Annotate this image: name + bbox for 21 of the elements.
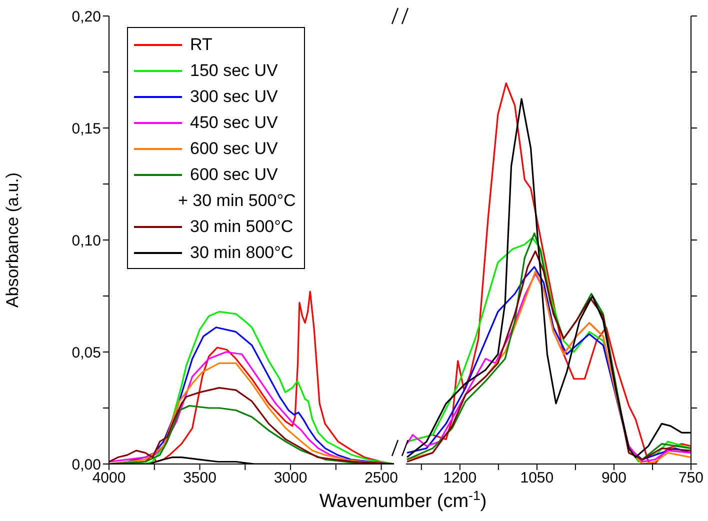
legend-label: RT <box>190 34 212 56</box>
legend-label: 600 sec UV + 30 min 500°C <box>178 164 296 212</box>
x-tick-label: 2500 <box>364 470 398 487</box>
x-tick-label: 750 <box>678 470 704 487</box>
y-tick-label: 0,05 <box>72 344 101 362</box>
x-tick-label: 900 <box>601 470 626 487</box>
x-axis-title: Wavenumber (cm$^{-1}$) <box>319 488 487 512</box>
legend-label: 450 sec UV <box>190 112 278 134</box>
legend-label: 300 sec UV <box>190 86 278 108</box>
legend-label: 600 sec UV <box>190 138 278 160</box>
legend-label: 30 min 500°C <box>190 216 294 238</box>
x-tick-label: 1050 <box>520 470 554 487</box>
y-tick-label: 0,20 <box>72 8 101 26</box>
y-axis-title: Absorbance (a.u.) <box>3 172 22 308</box>
x-tick-label: 3500 <box>183 470 216 487</box>
legend-label: 30 min 800°C <box>190 242 294 264</box>
x-tick-label: 1200 <box>443 470 477 487</box>
y-tick-label: 0,10 <box>72 232 101 250</box>
legend-label: 150 sec UV <box>190 60 278 82</box>
y-tick-label: 0,15 <box>72 120 101 138</box>
x-tick-label: 3000 <box>274 470 308 487</box>
